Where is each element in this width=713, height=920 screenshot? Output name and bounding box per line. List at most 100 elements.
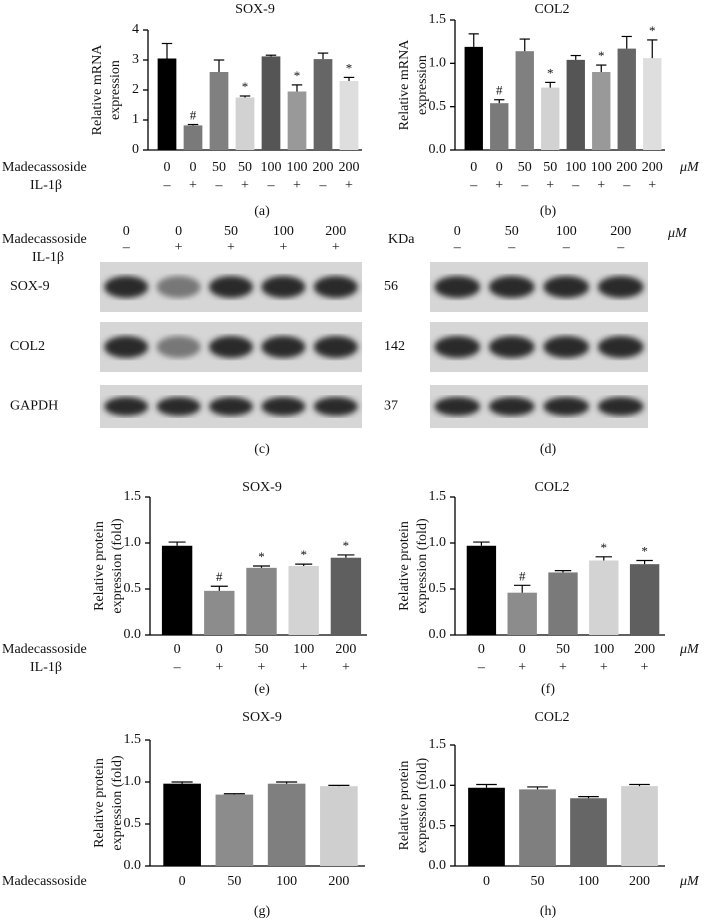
treatment-sign: – [477, 660, 486, 675]
x-tick-label: 50 [531, 874, 545, 889]
blot-band [313, 397, 358, 416]
treatment-sign: – [267, 178, 276, 193]
x-tick-label: 100 [287, 160, 308, 175]
y-axis-label: Relative protein [92, 521, 107, 611]
x-tick-label: 100 [293, 642, 314, 657]
error-bar [596, 64, 607, 72]
row-label: Madecassoside [2, 642, 87, 657]
x-tick-label: 100 [261, 160, 282, 175]
band-name: COL2 [10, 339, 45, 354]
lane-dose: 100 [273, 224, 294, 239]
blot-band [104, 336, 149, 358]
significance-marker: * [343, 538, 350, 553]
error-bar [223, 793, 245, 795]
y-axis-label: Relative protein [92, 758, 107, 848]
y-tick-label: 0 [132, 142, 139, 157]
error-bar [239, 95, 251, 98]
bar [261, 56, 281, 150]
y-axis-label: Relative mRNA [90, 44, 105, 135]
lane-dose: 50 [505, 224, 519, 239]
error-bar [636, 559, 653, 565]
y-tick-label: 3 [132, 52, 139, 67]
x-tick-label: 100 [276, 874, 297, 889]
significance-marker: # [519, 568, 526, 583]
error-bar [161, 42, 173, 59]
bar [330, 557, 362, 635]
blot-band [156, 336, 201, 358]
x-tick-label: 100 [578, 874, 599, 889]
x-tick-label: 50 [556, 642, 570, 657]
bar [468, 787, 505, 866]
error-bar [476, 783, 497, 788]
y-tick-label: 1.5 [124, 732, 142, 747]
y-axis-label: expression [108, 60, 123, 120]
significance-marker: * [598, 48, 605, 63]
treatment-sign: + [300, 660, 308, 675]
blot-band [488, 397, 535, 416]
bar [570, 798, 607, 866]
blot-band [261, 336, 306, 358]
bar [209, 72, 229, 150]
band-name: SOX-9 [10, 279, 50, 294]
y-axis-label: Relative protein [397, 761, 412, 851]
y-tick-label: 1.5 [429, 737, 447, 752]
bar [320, 786, 358, 866]
y-tick-label: 0.0 [429, 858, 447, 873]
lane-sign: + [227, 240, 235, 255]
x-tick-label: 50 [543, 160, 557, 175]
significance-marker: * [601, 540, 608, 555]
y-axis-label: expression [415, 55, 430, 115]
blot-band [156, 276, 201, 298]
band-name: GAPDH [10, 399, 58, 414]
blot-band [434, 276, 481, 298]
blot-band [597, 397, 644, 416]
lane-sign: – [507, 240, 516, 255]
bar [621, 786, 658, 866]
bar [592, 72, 611, 150]
unit-label: μM [679, 160, 700, 175]
blot-band [261, 397, 306, 416]
panel-label: (g) [254, 904, 271, 919]
error-bar [187, 123, 199, 126]
error-bar [210, 585, 228, 591]
error-bar [343, 76, 355, 81]
lane-sign: + [175, 240, 183, 255]
treatment-sign: + [546, 178, 554, 193]
error-bar [252, 565, 271, 568]
x-tick-label: 50 [518, 160, 532, 175]
unit-label: μM [679, 874, 700, 889]
bar [161, 545, 193, 635]
treatment-sign: + [345, 178, 353, 193]
bar [566, 59, 585, 150]
x-tick-label: 50 [255, 642, 269, 657]
blot-band [313, 336, 358, 358]
y-axis-label: Relative mRNA [397, 39, 412, 130]
bar [589, 560, 619, 635]
bar [466, 545, 497, 635]
y-tick-label: 1.5 [429, 489, 447, 504]
treatment-sign: + [600, 660, 608, 675]
significance-marker: * [242, 79, 249, 94]
lane-sign: – [453, 240, 462, 255]
lane-dose: 200 [325, 224, 346, 239]
y-tick-label: 1.0 [429, 535, 447, 550]
treatment-sign: + [597, 178, 605, 193]
x-tick-label: 0 [164, 160, 171, 175]
treatment-sign: – [215, 178, 224, 193]
error-bar [527, 786, 548, 790]
bar [519, 789, 556, 866]
treatment-sign: + [215, 660, 223, 675]
treatment-sign: – [571, 178, 580, 193]
blot-band [313, 276, 358, 298]
blot-band [597, 276, 644, 298]
row-label: IL-1β [32, 250, 64, 265]
y-tick-label: 0.0 [429, 627, 447, 642]
panel-label: (e) [254, 682, 270, 697]
y-tick-label: 0.5 [429, 818, 447, 833]
x-tick-label: 200 [629, 874, 650, 889]
bar [246, 567, 277, 635]
treatment-sign: + [293, 178, 301, 193]
error-bar [291, 84, 303, 92]
bar [204, 590, 235, 635]
treatment-sign: – [173, 660, 182, 675]
